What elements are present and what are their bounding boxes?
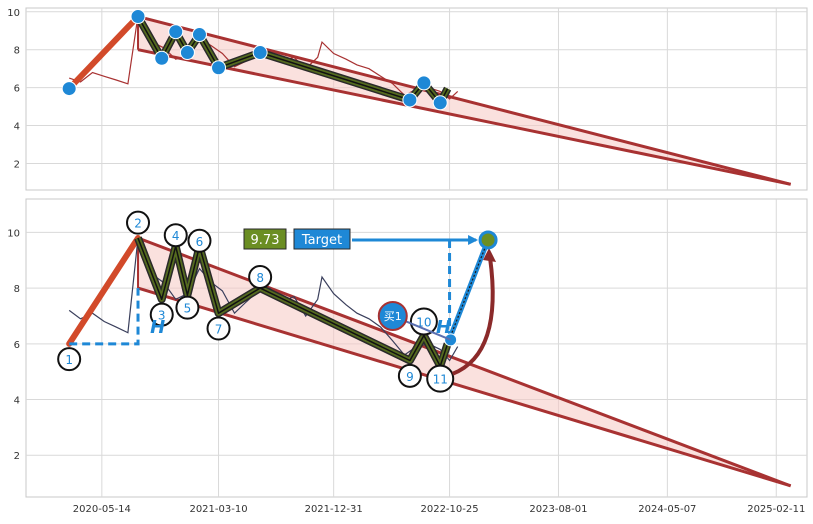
wave-label-circle (248, 264, 273, 289)
wave-label-text: 3 (158, 309, 166, 323)
x-tick-label: 2022-10-25 (420, 504, 478, 515)
target-value-box (243, 228, 287, 250)
wave-label-circle (57, 347, 82, 372)
projection-line-dots (447, 239, 489, 345)
pivot-point (211, 60, 227, 76)
y-tick-label: 4 (14, 122, 20, 133)
wave-label-circle (126, 210, 151, 235)
x-tick-label: 2023-08-01 (529, 504, 587, 515)
channel-lower-line (137, 48, 791, 186)
wave-label-circle (426, 364, 455, 393)
target-value-label: 9.73 (251, 233, 280, 248)
wave-label-circle (163, 223, 188, 248)
target-curved-arrow (451, 257, 495, 376)
x-tick-label: 2025-02-11 (747, 504, 805, 515)
y-tick-label: 8 (14, 284, 20, 295)
wave-label-circle (187, 228, 212, 253)
wave-label-text: 6 (196, 235, 204, 249)
bottom-panel: 2 4 6 8 10 2020-05-14 2021-03-10 2021-12-31 2022… (7, 198, 808, 515)
channel-lower-line (137, 286, 792, 488)
top-panel: 2 4 6 8 10 (7, 7, 808, 191)
wave-label-text: 7 (215, 323, 223, 337)
y-tick-label: 10 (7, 228, 20, 239)
x-tick-label: 2024-05-07 (638, 504, 696, 515)
channel-upper-line (137, 236, 792, 488)
wave-label-circle (409, 307, 438, 336)
y-tick-label: 2 (14, 451, 20, 462)
pivot-point (191, 27, 207, 43)
y-tick-label: 6 (14, 340, 20, 351)
buy-marker (377, 300, 408, 331)
impulse-wave-segment (66, 234, 142, 347)
pivot-point (179, 45, 195, 61)
wave-label-text: 4 (172, 229, 180, 243)
wave-label-circle (397, 363, 422, 388)
channel-upper-line (137, 15, 792, 186)
y-tick-label: 6 (14, 84, 20, 95)
x-tick-label: 2020-05-14 (73, 504, 131, 515)
pivot-point (416, 75, 432, 91)
wave-label-text: 11 (433, 373, 448, 387)
buy-marker-label: 买1 (384, 310, 402, 323)
wave-label-text: 2 (134, 217, 142, 231)
target-box (293, 228, 351, 250)
wave-label-circle (149, 302, 174, 327)
pivot-point (154, 50, 170, 66)
x-tick-label: 2021-03-10 (189, 504, 247, 515)
wave-label-text: 1 (65, 353, 73, 367)
y-tick-label: 8 (14, 46, 20, 57)
height-label: H (150, 317, 165, 338)
wave-label-circle (206, 316, 231, 341)
wave-label-text: 5 (184, 302, 192, 316)
x-tick-label: 2021-12-31 (305, 504, 363, 515)
wave-label-circle (175, 295, 200, 320)
y-tick-label: 2 (14, 159, 20, 170)
target-point (478, 230, 498, 250)
impulse-wave-segment (66, 13, 142, 92)
pivot-point (402, 92, 418, 108)
pivot-point (252, 45, 268, 61)
wave-label-text: 9 (406, 370, 414, 384)
wave-label-text: 10 (416, 316, 431, 330)
pivot-point (168, 24, 184, 40)
height-measure-dash (69, 288, 140, 346)
wave-centerline (137, 237, 449, 367)
wave-label-text: 8 (256, 271, 264, 285)
height-label: H (436, 317, 451, 338)
pivot-point (130, 9, 146, 25)
y-tick-label: 10 (7, 8, 20, 19)
pivot-point (432, 95, 448, 111)
target-arrow-head (483, 247, 497, 262)
target-arrow-tip (468, 234, 479, 245)
pivot-point (61, 81, 77, 97)
target-label: Target (301, 233, 342, 248)
y-tick-label: 4 (14, 396, 20, 407)
